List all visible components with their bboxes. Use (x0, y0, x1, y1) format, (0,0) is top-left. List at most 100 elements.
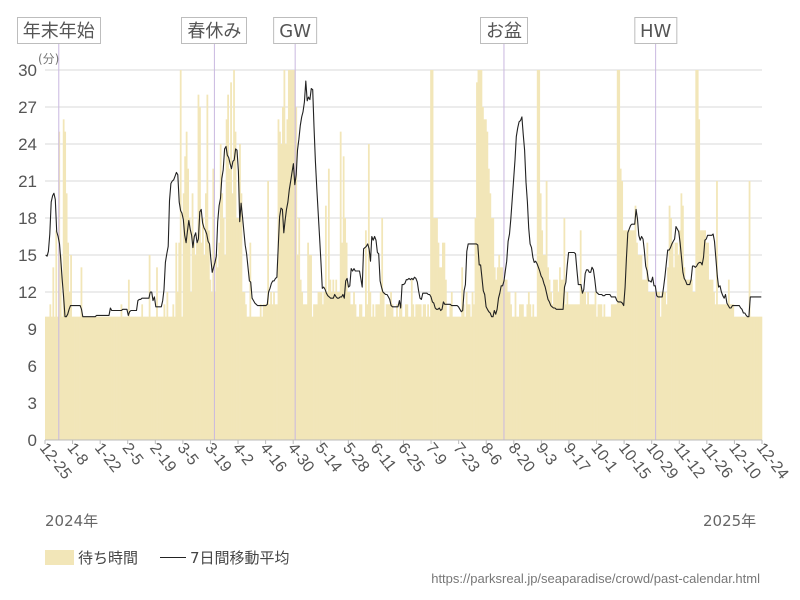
wait-time-bar (760, 316, 763, 440)
wait-time-bar (495, 279, 498, 440)
wait-time-bar (439, 267, 441, 440)
wait-time-bar (482, 107, 484, 440)
wait-time-bar (234, 131, 237, 440)
wait-time-bar (330, 292, 333, 440)
wait-time-bar (490, 218, 493, 440)
wait-time-bar (726, 304, 729, 440)
wait-time-bar (757, 316, 760, 440)
wait-time-bar (45, 316, 47, 440)
y-tick-label: 27 (18, 98, 37, 117)
wait-time-bar (733, 316, 736, 440)
wait-time-bar (206, 94, 209, 441)
wait-time-bar (144, 316, 147, 440)
wait-time-bar (367, 144, 370, 440)
wait-time-bar (279, 131, 281, 440)
wait-time-bar (202, 218, 204, 440)
wait-time-bar (372, 304, 375, 440)
wait-time-bar (366, 304, 369, 440)
wait-time-bar (104, 316, 107, 440)
wait-time-bar (270, 292, 272, 440)
wait-time-bar (753, 316, 755, 440)
wait-time-bar (332, 279, 335, 440)
wait-time-bar (567, 304, 570, 440)
wait-time-bar (579, 230, 582, 440)
wait-time-bar (228, 168, 231, 440)
wait-time-bar (301, 292, 304, 440)
wait-time-bar (668, 205, 671, 440)
wait-time-bar (90, 316, 93, 440)
wait-time-bar (313, 304, 315, 440)
wait-time-bar (692, 292, 695, 440)
wait-time-bar (378, 304, 381, 440)
wait-time-bar (67, 242, 70, 440)
wait-time-bar (310, 255, 312, 440)
wait-time-bar (514, 292, 517, 440)
wait-time-bar (129, 316, 132, 440)
wait-time-bar (280, 144, 283, 440)
wait-time-bar (560, 279, 563, 440)
wait-time-bar (456, 316, 459, 440)
wait-time-bar (236, 218, 238, 440)
wait-time-bar (649, 292, 652, 440)
y-tick-label: 24 (18, 135, 37, 154)
wait-time-bar (587, 292, 589, 440)
x-tick-label: 2-19 (146, 440, 179, 476)
y-tick-label: 6 (28, 357, 37, 376)
wait-time-bar (150, 316, 152, 440)
wait-time-bar (720, 304, 723, 440)
wait-time-bar (403, 316, 406, 440)
wait-time-bar (327, 168, 330, 440)
wait-time-bar (108, 316, 111, 440)
wait-time-bar (350, 304, 352, 440)
wait-time-bar (151, 316, 154, 440)
wait-time-bar (173, 316, 176, 440)
event-label-GW: GW (273, 17, 318, 44)
wait-time-bar (359, 304, 361, 440)
wait-time-bar (252, 316, 255, 440)
wait-time-bar (433, 218, 435, 440)
wait-time-bar (508, 292, 511, 440)
wait-time-bar (284, 144, 287, 440)
wait-time-bar (741, 316, 744, 440)
wait-time-bar (193, 242, 195, 440)
wait-time-bar (707, 242, 709, 440)
wait-time-bar (557, 292, 560, 440)
event-label-年末年始: 年末年始 (16, 17, 101, 44)
wait-time-bar (430, 70, 432, 440)
wait-time-bar (96, 316, 99, 440)
wait-time-bar (369, 292, 372, 440)
wait-time-bar (77, 316, 80, 440)
wait-time-bar (99, 316, 102, 440)
wait-time-bar (604, 316, 607, 440)
wait-time-bar (222, 218, 225, 440)
wait-time-bar (573, 304, 576, 440)
wait-time-bar (268, 304, 271, 440)
wait-time-bar (364, 230, 367, 440)
wait-time-bar (258, 316, 261, 440)
x-tick-label: 4-16 (256, 440, 289, 476)
wait-time-bar (353, 292, 355, 440)
wait-time-bar (602, 316, 604, 440)
wait-time-bar (474, 218, 477, 440)
wait-time-bar (159, 316, 161, 440)
wait-time-bar (609, 316, 612, 440)
y-tick-label: 9 (28, 320, 37, 339)
wait-time-bar (541, 230, 544, 440)
wait-time-bar (68, 292, 71, 440)
wait-time-bar (722, 304, 724, 440)
wait-time-bar (163, 304, 166, 440)
wait-time-bar (407, 316, 410, 440)
wait-time-bar (738, 316, 741, 440)
wait-time-bar (533, 316, 536, 440)
wait-time-bar (624, 230, 627, 440)
wait-time-bar (282, 107, 284, 440)
wait-time-bar (182, 193, 185, 440)
wait-time-bar (324, 205, 327, 440)
wait-time-bar (745, 316, 748, 440)
wait-time-bar (436, 218, 438, 440)
wait-time-bar (640, 255, 643, 440)
y-tick-label: 3 (28, 394, 37, 413)
wait-time-bar (148, 255, 151, 440)
wait-time-bar (717, 304, 720, 440)
wait-time-bar (243, 292, 246, 440)
